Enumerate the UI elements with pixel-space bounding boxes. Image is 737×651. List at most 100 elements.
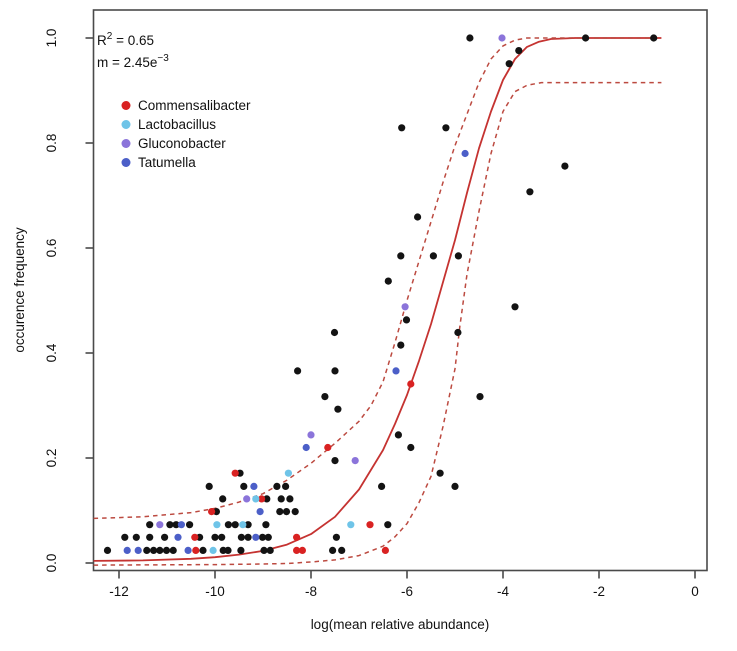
data-point [218, 533, 226, 541]
data-point [256, 508, 264, 516]
data-point [208, 508, 216, 516]
data-point [174, 533, 182, 541]
chart-generated-layers: -12 -10 -8 -6 -4 -2 0 0.0 0.2 0.4 0.6 0.8 1.0 [44, 9, 708, 599]
x-axis-title: log(mean relative abundance) [311, 617, 490, 632]
data-point [338, 546, 346, 555]
x-tick-label: -4 [497, 584, 509, 599]
data-point [224, 521, 232, 529]
data-points-gluconobacter [156, 34, 506, 529]
data-point [282, 508, 291, 516]
data-point [414, 213, 422, 221]
data-points-tatumella [123, 149, 469, 555]
data-point [407, 380, 415, 388]
data-point [282, 482, 290, 490]
x-tick-label: 0 [691, 584, 699, 599]
data-point [334, 405, 342, 413]
data-point [243, 495, 251, 503]
x-tick-label: -2 [593, 584, 605, 599]
data-point [186, 521, 194, 529]
x-tick-label: -8 [305, 584, 317, 599]
data-point [561, 162, 569, 170]
legend-dot-tatumella [121, 158, 131, 167]
data-point [397, 252, 405, 260]
data-point [172, 521, 180, 529]
y-tick-label: 0.0 [44, 554, 59, 573]
y-tick-label: 0.8 [44, 134, 59, 153]
y-axis: 0.0 0.2 0.4 0.6 0.8 1.0 [44, 29, 94, 573]
legend-dot-gluconobacter [121, 139, 131, 148]
data-point [273, 482, 281, 490]
data-point [161, 533, 169, 541]
data-point [392, 367, 400, 375]
data-point [123, 546, 131, 555]
data-point [237, 533, 245, 541]
legend-dot-commensalibacter [121, 101, 131, 110]
data-point [498, 34, 506, 42]
x-tick-label: -12 [109, 584, 129, 599]
data-point [511, 303, 519, 311]
data-point [156, 521, 164, 529]
data-point [324, 443, 332, 452]
data-point [347, 521, 355, 529]
data-point [103, 546, 112, 555]
data-point [150, 546, 158, 555]
x-axis: -12 -10 -8 -6 -4 -2 0 [109, 570, 699, 599]
data-point [191, 533, 199, 541]
y-tick-label: 0.4 [44, 343, 59, 362]
data-point [384, 521, 392, 529]
data-point [276, 508, 284, 516]
data-point [582, 34, 590, 42]
data-point [134, 546, 142, 555]
y-tick-label: 0.6 [44, 239, 59, 258]
data-point [143, 546, 151, 555]
data-point [407, 443, 415, 452]
data-point [205, 482, 213, 490]
plot-box [92, 9, 708, 572]
data-point [302, 443, 310, 452]
data-point [231, 469, 239, 477]
data-point [298, 546, 306, 555]
data-point [156, 546, 164, 555]
data-point [252, 495, 260, 503]
data-point [169, 546, 177, 555]
data-point [213, 521, 221, 529]
x-tick-label: -6 [401, 584, 413, 599]
y-tick-label: 0.2 [44, 449, 59, 468]
data-point [184, 546, 192, 555]
data-point [231, 521, 239, 529]
data-point [211, 533, 219, 541]
data-point [293, 533, 301, 541]
data-point [378, 482, 386, 490]
data-point [293, 546, 301, 555]
data-point [526, 188, 534, 196]
data-point [397, 341, 405, 349]
data-point [515, 47, 523, 55]
data-point [209, 546, 217, 555]
data-point [277, 495, 285, 503]
legend-dot-lactobacillus [121, 120, 131, 129]
data-point [394, 431, 402, 439]
data-point [121, 533, 129, 541]
data-point [436, 469, 444, 477]
data-point [284, 469, 292, 477]
data-point [294, 367, 302, 375]
data-point [224, 546, 232, 555]
data-point [244, 521, 252, 529]
x-tick-label: -10 [205, 584, 225, 599]
data-point [177, 521, 185, 529]
annotation-r-squared: R2 = 0.65 [97, 31, 154, 48]
data-point [429, 252, 437, 260]
data-point [307, 431, 315, 439]
data-point [262, 521, 270, 529]
y-tick-label: 1.0 [44, 29, 59, 48]
data-point [329, 546, 337, 555]
data-point [398, 124, 406, 132]
data-point [263, 495, 271, 503]
data-point [219, 495, 227, 503]
data-point [264, 533, 272, 541]
y-axis-title: occurence frequency [12, 227, 27, 353]
data-point [240, 482, 248, 490]
data-point [331, 367, 339, 375]
